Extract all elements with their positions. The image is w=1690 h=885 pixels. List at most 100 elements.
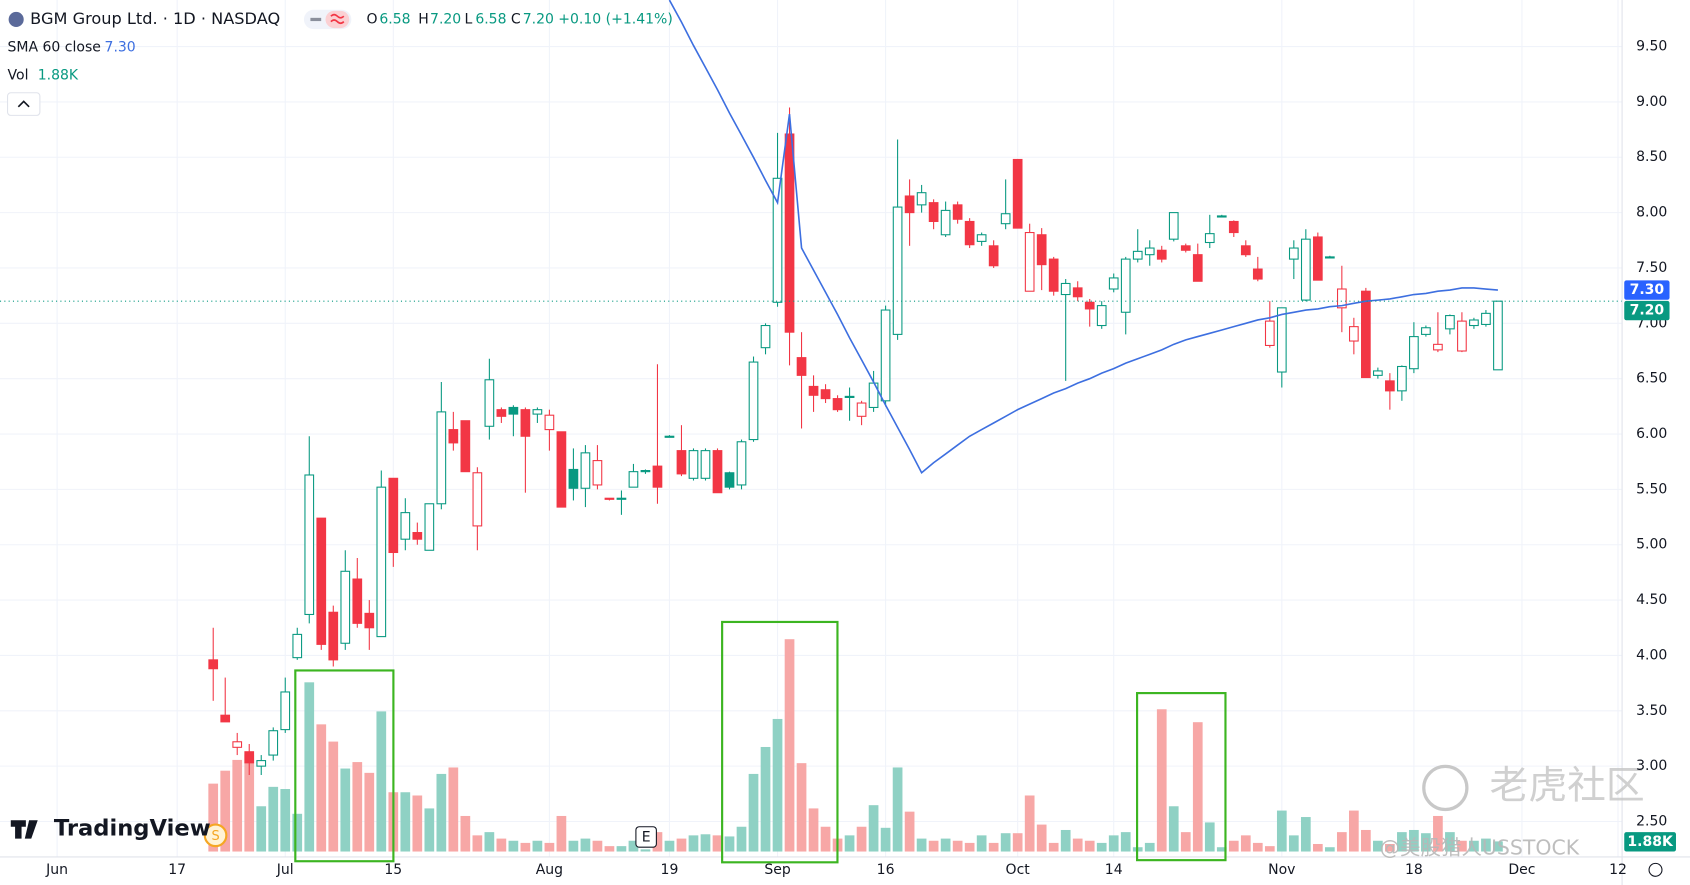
candle-body bbox=[1336, 288, 1347, 309]
change-value: +0.10 (+1.41%) bbox=[558, 11, 672, 27]
candle-body bbox=[712, 450, 723, 494]
volume-bar bbox=[316, 724, 327, 852]
candle-body bbox=[1481, 312, 1491, 325]
candle-body bbox=[604, 497, 615, 500]
candle-body bbox=[220, 714, 231, 723]
volume-bar bbox=[580, 838, 591, 852]
volume-bar bbox=[1421, 833, 1431, 852]
candle-body bbox=[976, 234, 987, 242]
candle-body bbox=[340, 570, 351, 644]
ohlc-label: L bbox=[465, 11, 473, 27]
candle-body bbox=[1180, 245, 1191, 251]
candle-body bbox=[1433, 343, 1443, 351]
candle-body bbox=[1228, 220, 1239, 234]
volume-bar bbox=[544, 842, 555, 852]
candle-body bbox=[448, 429, 459, 444]
candle-body bbox=[544, 414, 555, 431]
volume-bar bbox=[1216, 847, 1227, 852]
volume-bar bbox=[1096, 842, 1107, 852]
candle-body bbox=[400, 512, 411, 540]
candle-body bbox=[460, 420, 471, 473]
volume-bar bbox=[1361, 829, 1371, 852]
candle-layer bbox=[208, 107, 1503, 775]
volume-bar bbox=[724, 836, 735, 852]
candle-body bbox=[1120, 258, 1131, 313]
candle-body bbox=[268, 730, 279, 756]
candle-body bbox=[1493, 300, 1503, 371]
highlight-box bbox=[1136, 692, 1227, 862]
volume-bar bbox=[1385, 843, 1395, 852]
candle-body bbox=[1216, 215, 1227, 218]
volume-tag bbox=[1624, 832, 1676, 852]
candle-body bbox=[484, 379, 495, 427]
volume-bar bbox=[976, 835, 987, 852]
sma-value: 7.30 bbox=[105, 39, 136, 55]
volume-bar bbox=[1120, 832, 1131, 852]
volume-bar bbox=[268, 786, 279, 852]
price-tag bbox=[1624, 280, 1670, 300]
volume-bar bbox=[712, 835, 723, 852]
candle-body bbox=[1240, 245, 1251, 256]
candle-body bbox=[736, 441, 747, 486]
volume-bar bbox=[1300, 817, 1311, 852]
volume-bar bbox=[952, 840, 963, 852]
volume-bar bbox=[640, 849, 651, 852]
x-tick-label: 16 bbox=[877, 862, 895, 878]
ohlc-label: H bbox=[418, 11, 429, 27]
volume-bar bbox=[1024, 795, 1035, 852]
volume-bar bbox=[592, 840, 603, 852]
volume-bar bbox=[352, 762, 363, 852]
candle-body bbox=[1144, 247, 1155, 256]
volume-tag-label: 1.88K bbox=[1627, 834, 1674, 850]
candle-body bbox=[256, 760, 267, 767]
ohlc-label: O bbox=[366, 11, 377, 27]
candle-body bbox=[1300, 238, 1311, 301]
vol-value: 1.88K bbox=[38, 68, 79, 84]
x-tick-label: Dec bbox=[1508, 862, 1535, 878]
candle-body bbox=[508, 406, 519, 415]
volume-bar bbox=[904, 811, 915, 852]
candle-body bbox=[364, 612, 375, 629]
candle-body bbox=[676, 450, 687, 475]
candle-body bbox=[844, 395, 855, 399]
volume-bar bbox=[1288, 835, 1299, 852]
volume-bar bbox=[1433, 815, 1443, 852]
candle-body bbox=[292, 633, 303, 659]
candle-body bbox=[700, 450, 711, 479]
settings-icon[interactable] bbox=[1648, 862, 1663, 877]
dividend-marker-circle[interactable] bbox=[203, 823, 228, 848]
candle-body bbox=[820, 389, 831, 400]
price-tag-label: 7.20 bbox=[1630, 303, 1665, 319]
candle-body bbox=[808, 385, 819, 396]
candle-body bbox=[1192, 254, 1203, 282]
volume-bar bbox=[1276, 810, 1287, 852]
y-tick-label: 8.00 bbox=[1636, 205, 1667, 221]
collapse-button[interactable] bbox=[7, 92, 41, 116]
x-tick-label: 17 bbox=[168, 862, 186, 878]
y-tick-label: 4.50 bbox=[1636, 592, 1667, 608]
volume-bar bbox=[988, 842, 999, 852]
x-tick-label: Oct bbox=[1006, 862, 1031, 878]
volume-bar bbox=[424, 808, 435, 852]
candle-body bbox=[1072, 287, 1083, 298]
volume-bar bbox=[1000, 833, 1011, 852]
earnings-marker-box[interactable] bbox=[635, 826, 657, 848]
candle-body bbox=[748, 361, 759, 441]
volume-bar bbox=[844, 835, 855, 852]
volume-bar bbox=[1192, 722, 1203, 852]
volume-layer bbox=[208, 639, 1503, 852]
volume-bar bbox=[1072, 838, 1083, 852]
candle-body bbox=[304, 474, 315, 616]
volume-bar bbox=[856, 826, 867, 852]
volume-bar bbox=[256, 806, 267, 852]
volume-bar bbox=[484, 832, 495, 852]
y-tick-label: 3.00 bbox=[1636, 758, 1667, 774]
volume-bar bbox=[628, 840, 639, 852]
volume-bar bbox=[340, 768, 351, 852]
candle-body bbox=[988, 245, 999, 267]
sma-line bbox=[668, 0, 1499, 475]
volume-bar bbox=[1180, 832, 1191, 852]
logo-text: TradingView bbox=[54, 815, 211, 841]
